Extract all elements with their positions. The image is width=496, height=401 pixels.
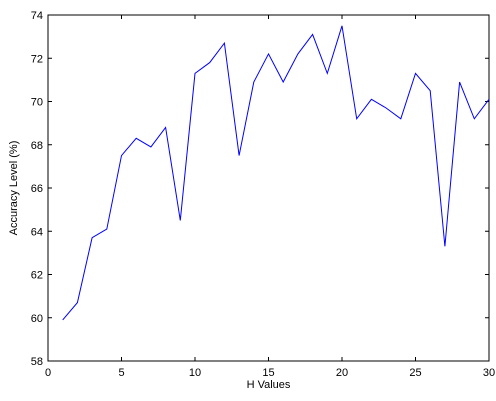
y-tick-labels: 58 60 62 64 66 68 70 72 74	[31, 10, 43, 368]
x-tick-labels: 0 5 10 15 20 25 30	[45, 367, 495, 379]
x-tick-label: 10	[189, 367, 201, 379]
y-tick-label: 66	[31, 183, 43, 195]
series-layer	[62, 25, 490, 321]
axis-ticks	[47, 14, 490, 362]
y-tick-label: 58	[31, 356, 43, 368]
y-axis-title: Accuracy Level (%)	[8, 141, 20, 236]
y-tick-label: 64	[31, 226, 43, 238]
x-tick-label: 30	[483, 367, 495, 379]
y-tick-label: 68	[31, 140, 43, 152]
x-tick-label: 0	[45, 367, 51, 379]
x-tick-label: 25	[409, 367, 421, 379]
x-tick-label: 5	[118, 367, 124, 379]
plot-area-box	[47, 14, 490, 362]
y-tick-label: 72	[31, 53, 43, 65]
x-tick-label: 20	[336, 367, 348, 379]
x-axis-title: H Values	[247, 379, 291, 391]
y-tick-label: 74	[31, 10, 43, 22]
y-tick-label: 70	[31, 97, 43, 109]
x-tick-label: 15	[262, 367, 274, 379]
series-line	[62, 25, 490, 321]
y-tick-label: 60	[31, 313, 43, 325]
y-tick-label: 62	[31, 270, 43, 282]
